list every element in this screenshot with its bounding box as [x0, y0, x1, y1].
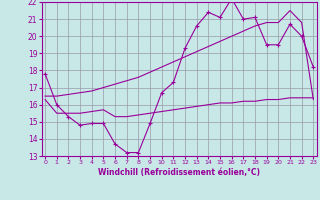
X-axis label: Windchill (Refroidissement éolien,°C): Windchill (Refroidissement éolien,°C) [98, 168, 260, 177]
